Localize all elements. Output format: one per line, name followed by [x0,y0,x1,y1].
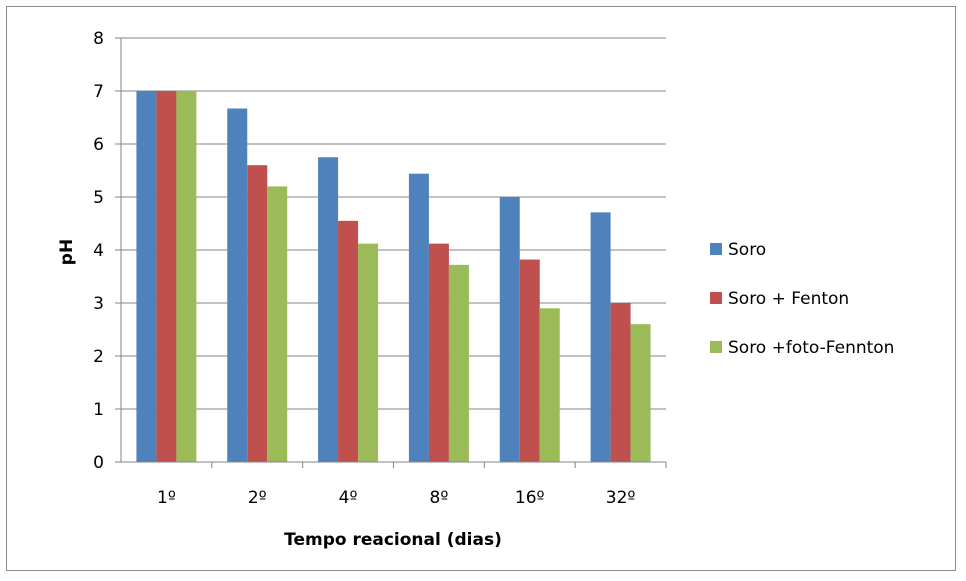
y-tick-label: 2 [93,347,104,367]
legend-label: Soro +foto-Fennton [728,338,894,358]
axes [115,37,667,468]
x-tick-label: 4º [339,488,358,508]
legend-swatch [710,341,722,353]
bar [227,108,248,463]
bar [408,173,429,462]
x-tick-label: 1º [157,488,176,508]
bar [136,91,157,462]
y-tick-label: 6 [93,135,104,155]
legend-label: Soro + Fenton [728,289,849,309]
legend-label: Soro [728,240,766,260]
x-tick-label: 2º [248,488,267,508]
bar [519,259,540,462]
y-tick-label: 4 [93,241,104,261]
bar [610,303,631,462]
legend-swatch [710,292,722,304]
bar [428,243,449,462]
bar [630,324,651,462]
bar [247,165,268,462]
bar [358,243,379,462]
x-tick-label: 16º [515,488,545,508]
x-axis-title: Tempo reacional (dias) [284,530,502,550]
y-tick-label: 5 [93,188,104,208]
y-tick-label: 3 [93,294,104,314]
bars [136,91,651,463]
y-tick-label: 0 [93,453,104,473]
y-tick-label: 1 [93,400,104,420]
bar [318,157,339,462]
bar [539,308,560,462]
y-tick-label: 8 [93,29,104,49]
bar [156,91,177,462]
bar [499,197,520,462]
bar [176,91,197,462]
bar [448,264,469,462]
y-tick-label: 7 [93,82,104,102]
bar [267,186,288,462]
x-tick-label: 32º [606,488,636,508]
x-tick-labels: 1º 2º 4º 8º 16º 32º [157,488,635,508]
legend: Soro Soro + Fenton Soro +foto-Fennton [710,240,894,358]
y-tick-labels: 0 1 2 3 4 5 6 7 8 [93,29,104,473]
bar [590,212,611,462]
bar [338,220,359,462]
legend-swatch [710,243,722,255]
y-axis-title: pH [57,239,77,265]
gridlines [121,37,666,410]
x-tick-label: 8º [430,488,449,508]
